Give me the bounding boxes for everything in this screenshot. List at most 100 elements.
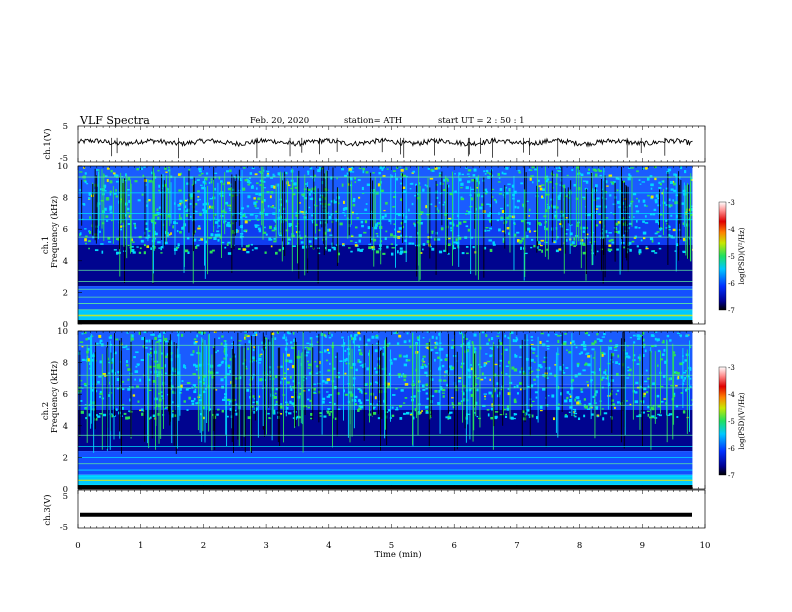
spectrogram-speckle [127,222,131,226]
spectrogram-speckle [587,355,591,358]
spectrogram-speckle [234,409,237,412]
spectrogram-speckle [325,359,329,362]
spectrogram-speckle [113,192,117,195]
spectrogram-speckle [212,346,215,348]
spectrogram-speckle [191,402,195,406]
spectrogram-speckle [584,405,588,409]
spectrogram-speckle [405,358,408,362]
spectrogram-speckle [292,193,296,196]
spectrogram-speckle [304,235,307,238]
spectrogram-speckle [500,216,504,220]
spectrogram-speckle [599,174,602,177]
spectrogram-speckle [587,363,591,367]
spectrogram-speckle [115,180,119,183]
spectrogram-speckle [627,369,630,372]
spectrogram-speckle [490,417,494,420]
spectrogram-speckle [679,362,683,366]
spectrogram-speckle [282,336,286,340]
spectrogram-speckle [358,360,362,364]
spectrogram-speckle [157,216,160,220]
spectrogram-speckle [224,220,227,223]
spectrogram-speckle [359,390,362,393]
spectrogram-speckle [539,244,543,247]
spectrogram-speckle [109,211,113,214]
spectrogram-speckle [337,202,340,205]
spectrogram-speckle [223,396,227,399]
spectrogram-speckle [647,413,650,417]
spectrogram-speckle [485,169,489,173]
spectrogram-speckle [351,234,353,236]
spectrogram-speckle [451,366,455,370]
spectrogram-speckle [324,188,327,191]
spectrogram-speckle [308,372,312,375]
spectrogram-speckle [600,378,604,381]
spectrogram-speckle [296,415,300,419]
spectrogram-speckle [141,408,144,412]
spectrogram-speckle [145,227,149,231]
spectrogram-speckle [161,367,164,369]
spectrogram-speckle [530,358,534,362]
date-label: Feb. 20, 2020 [250,116,310,126]
spectrogram-speckle [559,222,562,225]
spectrogram-speckle [592,168,597,171]
spectrogram-speckle [109,334,112,337]
spectrogram-speckle [286,403,289,407]
spectrogram-speckle [127,188,130,191]
spectrogram-speckle [501,171,504,175]
spectrogram-speckle [275,400,278,404]
spectrogram-speckle [355,368,358,372]
spectrogram-speckle [134,370,139,373]
spectrogram-speckle [357,179,361,182]
spectrogram-speckle [602,417,605,421]
spectrogram-speckle [586,226,588,229]
spectrogram-speckle [158,189,160,192]
spectrogram-speckle [632,334,636,337]
spectrogram-speckle [513,400,517,404]
spectrogram-speckle [471,341,474,345]
spectrogram-speckle [319,415,322,417]
spectrogram-speckle [229,193,231,196]
spectrogram-speckle [656,394,660,398]
spectrogram-speckle [549,372,553,375]
spectrogram-speckle [465,246,469,248]
spectrogram-speckle [658,414,662,417]
spectrogram-speckle [489,203,492,208]
spectrogram-speckle [466,252,469,255]
spectrogram-speckle [398,334,402,338]
spectrogram-speckle [80,232,82,236]
spectrogram-speckle [604,369,607,372]
spectrogram-speckle [665,219,668,222]
spectrogram-speckle [628,222,633,225]
spectrogram-speckle [451,339,454,341]
spectrogram-speckle [395,213,399,215]
spectrogram-speckle [642,395,646,398]
spectrogram-speckle [472,174,476,177]
spectrogram-speckle [607,382,610,386]
spectrogram-speckle [618,362,621,365]
spectrogram-speckle [104,374,107,377]
spectrogram-speckle [644,215,647,218]
spectrogram-speckle [558,194,561,197]
spectrogram-speckle [408,339,411,343]
spectrogram-speckle [615,228,618,231]
spectrogram-speckle [356,217,360,219]
spectrogram-speckle [288,222,291,226]
spectrogram-speckle [491,174,494,177]
spectrogram-speckle [438,174,441,178]
ch1-spectrogram-ylabel-line2: Frequency (kHz) [49,196,60,268]
spectrogram-speckle [533,361,536,363]
spectrogram-speckle [350,169,353,173]
spectrogram-speckle [157,334,162,338]
spectrogram-speckle [106,197,109,199]
spectrogram-speckle [238,179,242,181]
spectrogram-speckle [652,382,656,386]
spectrogram-speckle [253,346,256,349]
spectrogram-speckle [99,360,103,364]
spectrogram-speckle [430,348,434,351]
spectrogram-speckle [595,205,600,208]
spectrogram-speckle [584,362,588,366]
spectrogram-speckle [504,186,508,189]
spectrogram-speckle [253,197,256,200]
spectrogram-speckle [171,410,174,413]
spectrogram-speckle [334,402,336,406]
